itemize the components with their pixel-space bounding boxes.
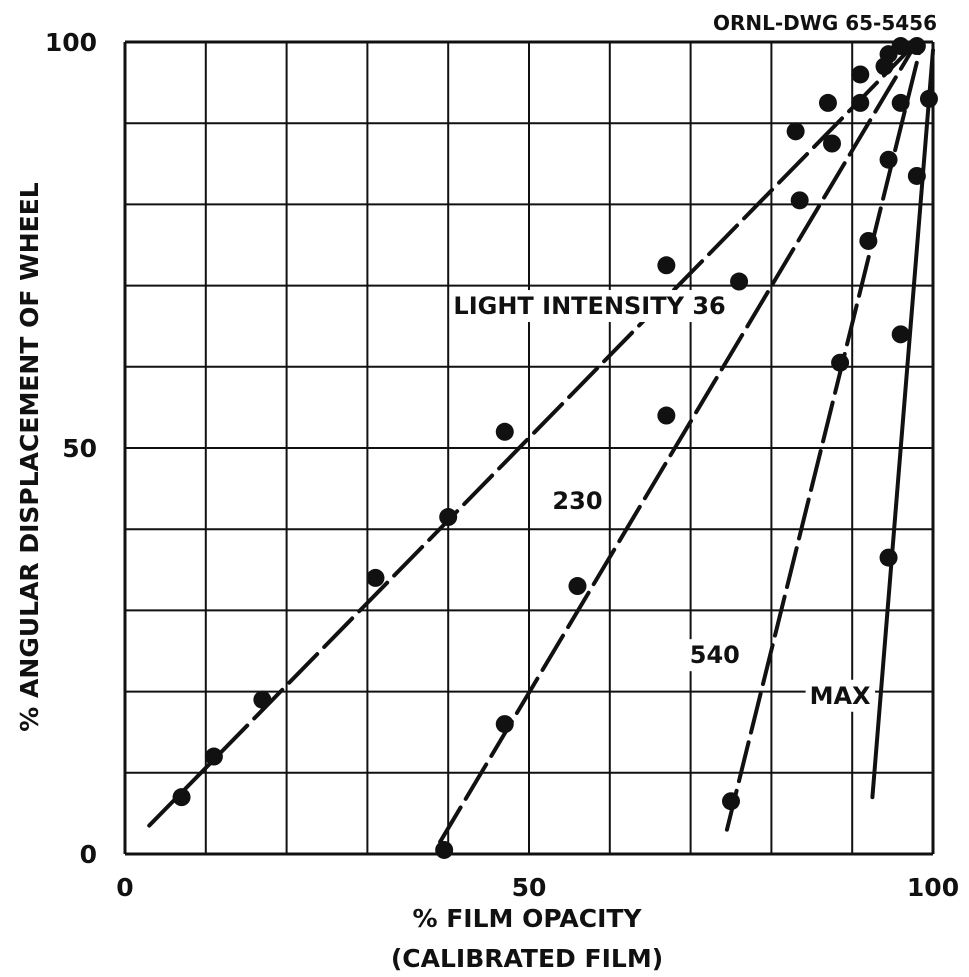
series-annotation: MAX xyxy=(810,682,871,710)
drawing-number: ORNL-DWG 65-5456 xyxy=(713,11,937,35)
x-axis-label: % FILM OPACITY xyxy=(412,904,642,933)
data-point xyxy=(907,166,926,185)
annotation-background xyxy=(449,290,730,323)
data-point xyxy=(657,406,676,425)
data-point xyxy=(851,93,870,112)
x-tick-label: 100 xyxy=(907,873,959,902)
data-point xyxy=(495,715,514,734)
series-annotation: 230 xyxy=(552,487,602,515)
data-point xyxy=(818,93,837,112)
data-point xyxy=(879,548,898,567)
data-point xyxy=(253,690,272,709)
x-tick-label: 50 xyxy=(512,873,547,902)
y-tick-label: 0 xyxy=(80,840,97,869)
series-group xyxy=(870,48,938,800)
series-group xyxy=(722,37,926,832)
chart-ticks: 0 50 100 0 50 100 xyxy=(45,28,959,902)
series-annotation: LIGHT INTENSITY 36 xyxy=(453,292,725,320)
annotation-background xyxy=(548,484,607,517)
data-point xyxy=(891,37,910,56)
data-point xyxy=(435,840,454,859)
chart-grid xyxy=(123,40,935,856)
data-point xyxy=(204,747,223,766)
data-point xyxy=(875,57,894,76)
data-point xyxy=(859,231,878,250)
series-group xyxy=(147,40,919,828)
annotation-background xyxy=(685,639,744,672)
data-point xyxy=(823,134,841,153)
data-point xyxy=(568,577,587,596)
data-point xyxy=(831,353,850,372)
chart-series xyxy=(147,37,938,859)
x-tick-label: 0 xyxy=(116,873,133,902)
data-point xyxy=(891,93,910,112)
series-line xyxy=(147,40,919,828)
data-point xyxy=(851,65,870,84)
series-line xyxy=(438,40,919,844)
series-group xyxy=(435,37,919,859)
series-annotation: 540 xyxy=(690,641,740,669)
series-line xyxy=(724,44,923,832)
x-axis-sublabel: (CALIBRATED FILM) xyxy=(391,944,663,973)
data-point xyxy=(879,150,898,169)
data-point xyxy=(786,122,805,141)
data-point xyxy=(439,508,458,527)
data-point xyxy=(790,191,809,210)
annotation-background xyxy=(805,679,876,712)
data-point xyxy=(722,792,740,811)
data-point xyxy=(891,325,910,344)
y-tick-label: 50 xyxy=(62,434,97,463)
data-point xyxy=(919,89,938,108)
data-point xyxy=(730,272,749,291)
data-point xyxy=(907,37,926,56)
y-axis-label: % ANGULAR DISPLACEMENT OF WHEEL xyxy=(15,182,44,731)
chart-annotations: LIGHT INTENSITY 36 230 540 MAX xyxy=(449,290,876,712)
data-point xyxy=(657,256,676,275)
y-tick-label: 100 xyxy=(45,28,97,57)
data-point xyxy=(172,788,191,807)
data-point xyxy=(495,422,514,441)
data-point xyxy=(366,568,385,587)
